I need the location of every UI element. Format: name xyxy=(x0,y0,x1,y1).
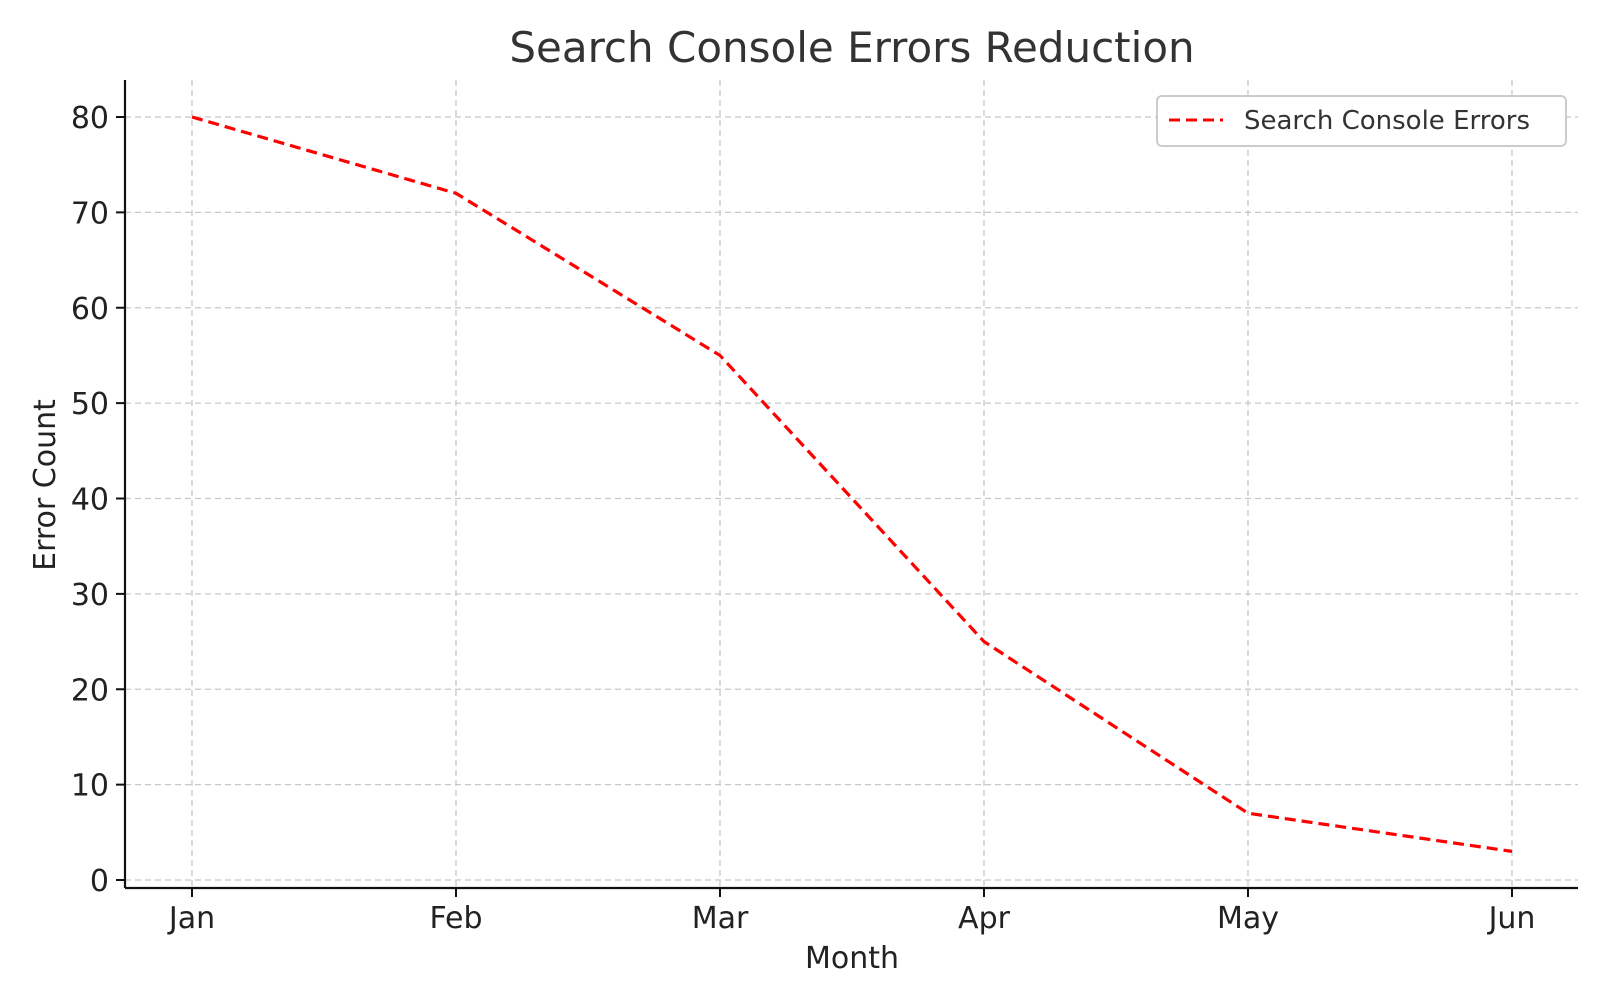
chart-title: Search Console Errors Reduction xyxy=(509,23,1194,72)
axes xyxy=(116,80,1578,897)
x-tick-label: Feb xyxy=(429,901,482,936)
y-tick-label: 10 xyxy=(71,769,109,804)
x-tick-label: Mar xyxy=(692,901,749,936)
x-axis-label: Month xyxy=(805,941,899,976)
grid-lines xyxy=(125,80,1578,888)
x-tick-label: May xyxy=(1217,901,1279,936)
y-tick-label: 60 xyxy=(71,292,109,327)
series-lines xyxy=(191,115,1513,853)
tick-labels: 0 10 20 30 40 50 60 70 80 Jan Feb Mar Apr May Jun xyxy=(71,101,1536,936)
legend: Search Console Errors xyxy=(1156,95,1567,147)
y-axis-label: Error Count xyxy=(28,399,63,571)
x-tick-label: Apr xyxy=(958,901,1011,936)
legend-box xyxy=(1156,95,1567,147)
legend-label: Search Console Errors xyxy=(1244,106,1530,136)
y-tick-label: 30 xyxy=(71,578,109,613)
y-tick-label: 20 xyxy=(71,673,109,708)
x-tick-label: Jun xyxy=(1487,901,1536,936)
y-tick-label: 0 xyxy=(90,864,109,899)
x-tick-label: Jan xyxy=(167,901,215,936)
y-tick-label: 70 xyxy=(71,196,109,231)
series-line-search-console-errors xyxy=(191,115,1513,853)
y-tick-label: 40 xyxy=(71,483,109,518)
y-tick-label: 80 xyxy=(71,101,109,136)
y-tick-label: 50 xyxy=(71,387,109,422)
